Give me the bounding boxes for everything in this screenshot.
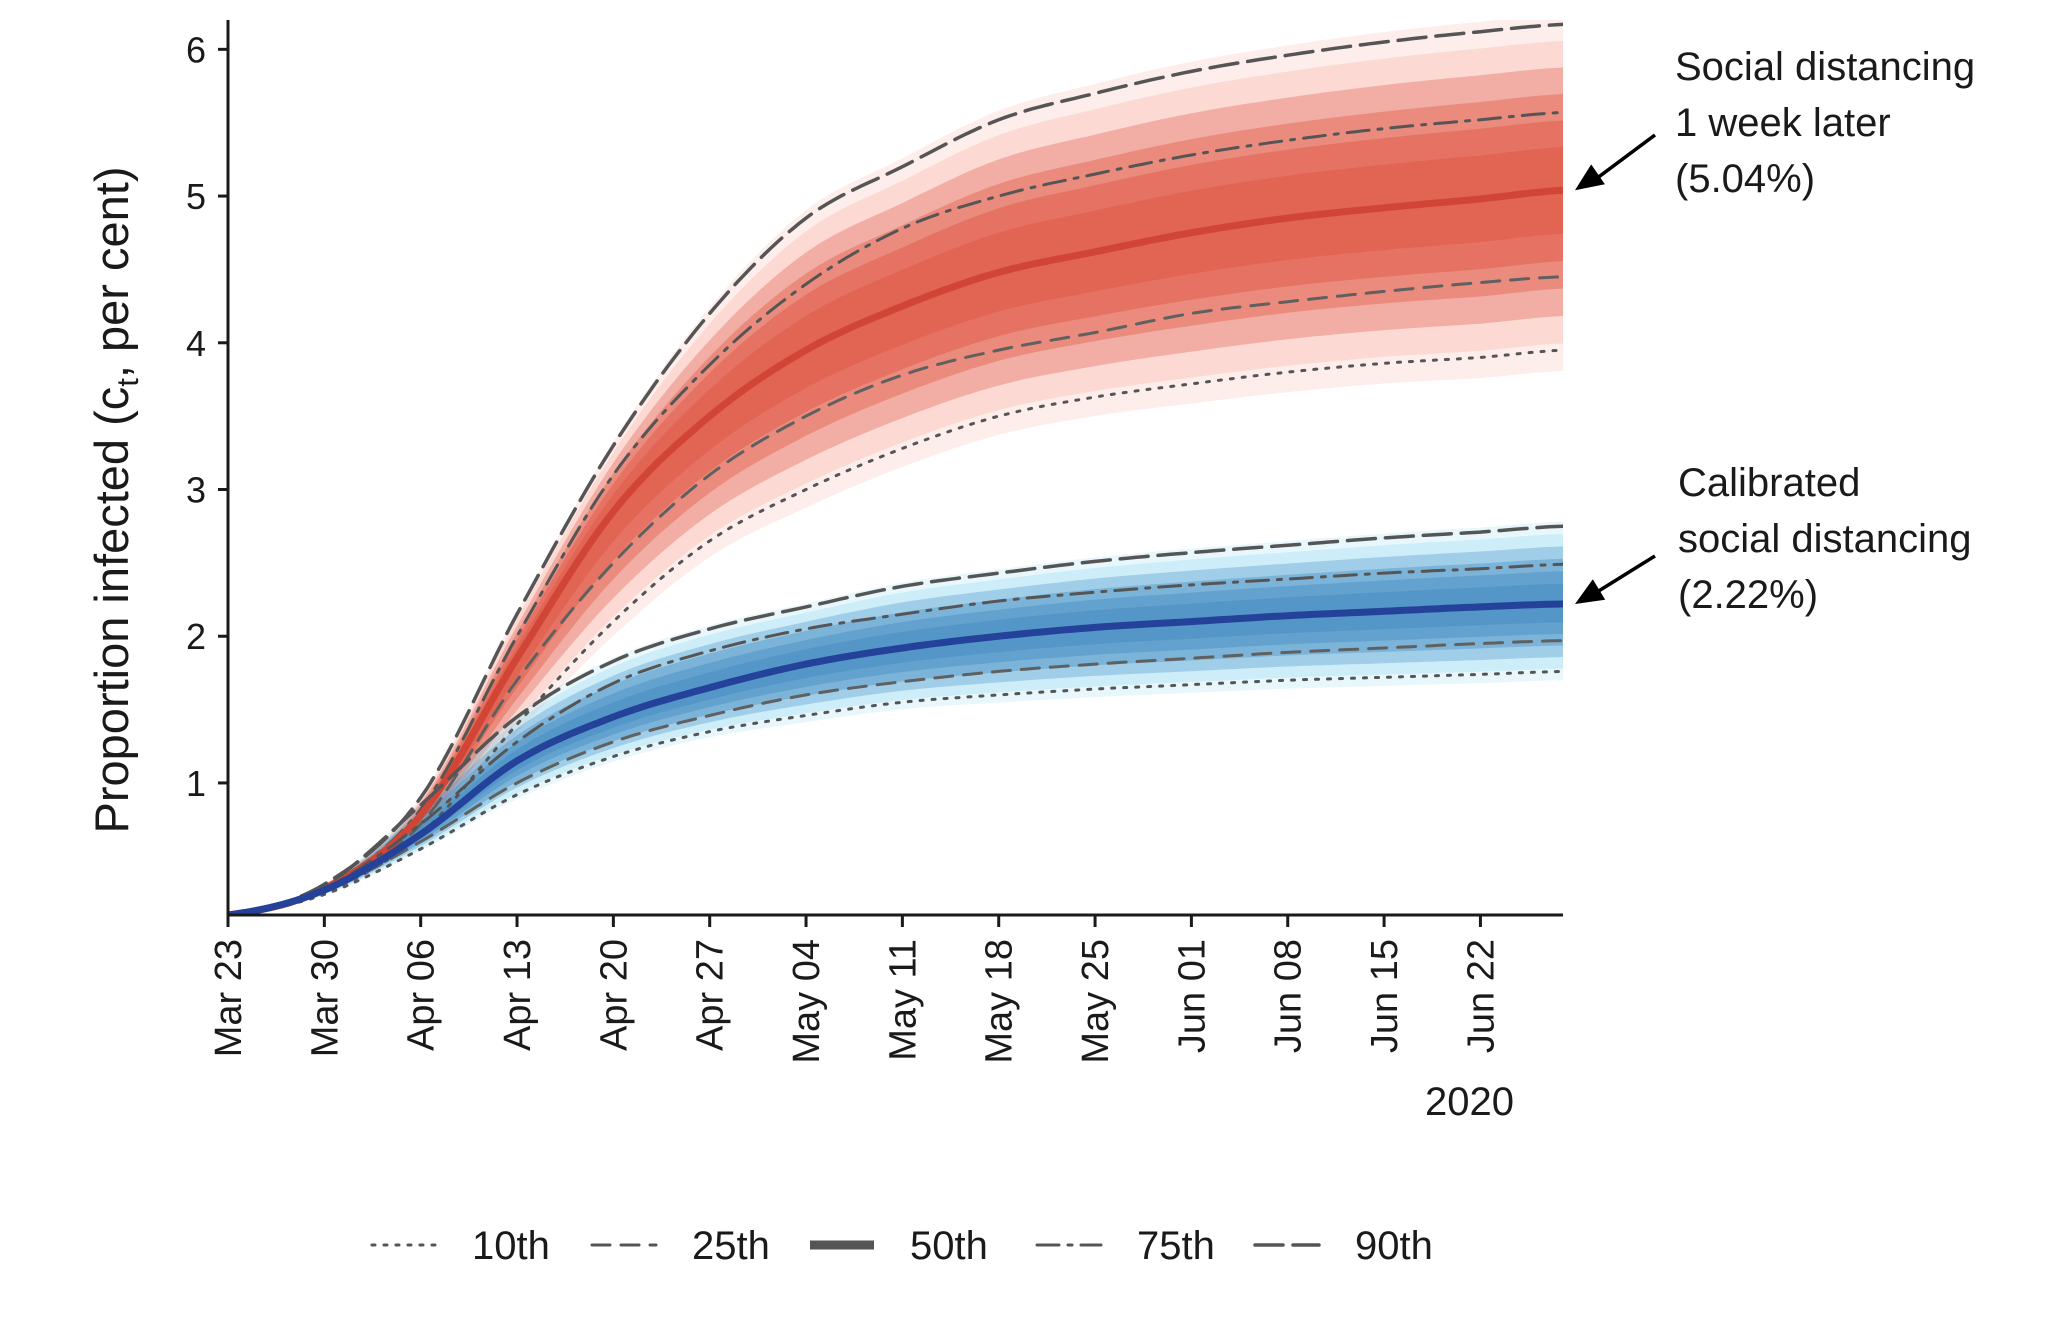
x-tick-label: Jun 15	[1364, 939, 1406, 1053]
x-tick-label: Jun 22	[1460, 939, 1502, 1053]
x-tick-label: Jun 01	[1171, 939, 1213, 1053]
y-tick-label: 3	[186, 470, 206, 511]
x-tick-label: May 25	[1075, 939, 1117, 1064]
y-axis-label-tail: , per cent)	[85, 167, 138, 379]
line-p25-later	[228, 275, 1563, 915]
line-p25-calibrated	[228, 639, 1563, 915]
x-year-label: 2020	[1425, 1080, 1514, 1124]
annotation-text-line: social distancing	[1678, 517, 1972, 561]
uncertainty-bands	[228, 20, 1563, 915]
legend-label: 10th	[472, 1224, 550, 1268]
annotation-text-line: (5.04%)	[1675, 157, 1815, 201]
annotation-arrow-shaft	[1596, 554, 1656, 594]
legend: 10th 25th 50th 75th 90th	[370, 1224, 1433, 1268]
annotation-arrow-head	[1575, 579, 1606, 604]
line-p90-calibrated	[228, 524, 1563, 915]
axes: 1 2 3 4 5 6 Mar 23 Mar 30 Apr 06 Apr 13 Apr 20 Apr …	[186, 20, 1563, 1064]
y-tick-label: 4	[186, 323, 206, 364]
line-p50-later	[228, 186, 1563, 915]
band-later-3	[228, 94, 1563, 915]
x-tick-label: May 18	[979, 939, 1021, 1064]
annotations: Social distancing 1 week later (5.04%) Cali…	[1575, 45, 1975, 617]
legend-label: 75th	[1137, 1224, 1215, 1268]
y-tick-label: 2	[186, 616, 206, 657]
x-tick-label: Apr 06	[401, 939, 443, 1051]
legend-label: 25th	[692, 1224, 770, 1268]
annotation-text-line: 1 week later	[1675, 101, 1891, 145]
line-p90-later	[228, 22, 1563, 915]
y-axis-label: Proportion infected (ct, per cent)	[85, 167, 145, 834]
line-p10-calibrated	[228, 669, 1563, 915]
line-p10-later	[228, 348, 1563, 915]
y-tick-label: 5	[186, 176, 206, 217]
annotation-text-line: (2.22%)	[1678, 573, 1818, 617]
annotation-text-line: Social distancing	[1675, 45, 1975, 89]
x-tick-label: May 04	[786, 939, 828, 1064]
band-calibrated-3	[228, 558, 1563, 915]
x-tick-label: Jun 08	[1268, 939, 1310, 1053]
line-p75-calibrated	[228, 562, 1563, 915]
line-p75-later	[228, 110, 1563, 915]
x-tick-label: Mar 23	[208, 939, 250, 1057]
x-tick-label: Apr 13	[497, 939, 539, 1051]
annotation-arrow-shaft	[1595, 133, 1657, 180]
band-later-5	[228, 147, 1563, 915]
percentile-lines	[228, 22, 1563, 915]
x-tick-label: Apr 20	[593, 939, 635, 1051]
y-axis-label-subscript: t	[110, 378, 145, 387]
legend-label: 50th	[910, 1224, 988, 1268]
annotation-text-line: Calibrated	[1678, 461, 1860, 505]
annotation-arrow-head	[1575, 164, 1605, 191]
y-tick-label: 1	[186, 763, 206, 804]
y-axis-label-main: Proportion infected (c	[85, 387, 138, 834]
line-p50-calibrated	[228, 600, 1563, 915]
y-tick-label: 6	[186, 29, 206, 70]
x-tick-label: Mar 30	[304, 939, 346, 1057]
legend-label: 90th	[1355, 1224, 1433, 1268]
x-tick-label: May 11	[882, 939, 924, 1061]
x-tick-label: Apr 27	[690, 939, 732, 1051]
